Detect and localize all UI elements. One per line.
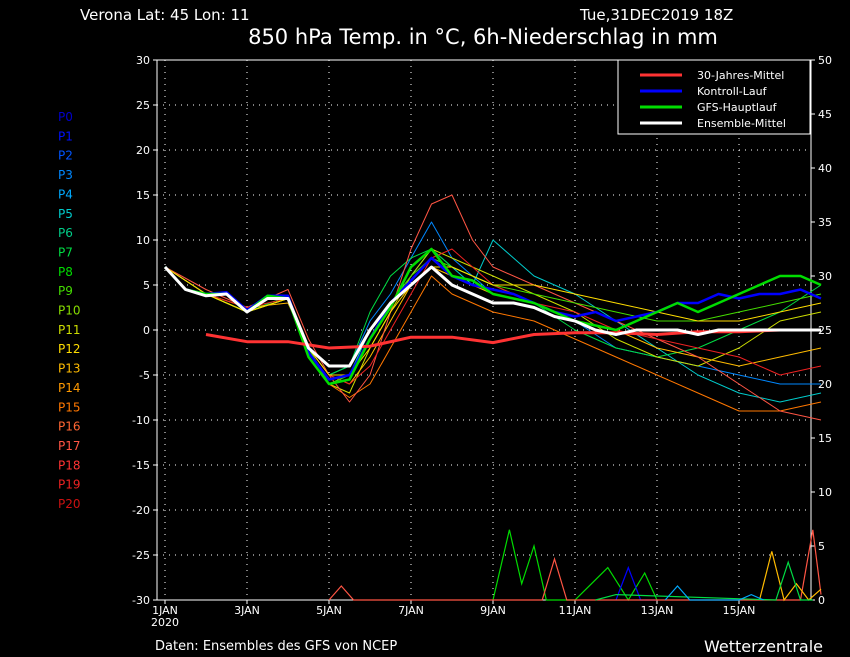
member-label: P3 — [58, 168, 73, 182]
chart-title: 850 hPa Temp. in °C, 6h-Niederschlag in … — [248, 25, 718, 49]
y-right-tick-label: 10 — [818, 486, 832, 499]
x-tick-label: 3JAN — [234, 604, 260, 617]
location-label: Verona Lat: 45 Lon: 11 — [80, 6, 250, 24]
series-line-gfs-hauptlauf — [164, 247, 822, 386]
y-right-tick-label: 50 — [818, 54, 832, 67]
run-label: Tue,31DEC2019 18Z — [579, 6, 733, 24]
member-label: P11 — [58, 323, 81, 337]
x-tick-label: 5JAN — [316, 604, 342, 617]
member-label: P17 — [58, 439, 81, 453]
legend-label: 30-Jahres-Mittel — [697, 69, 784, 82]
x-tick-label: 15JAN — [723, 604, 756, 617]
legend: 30-Jahres-Mittel Kontroll-Lauf GFS-Hauptla… — [617, 59, 811, 135]
y-right-tick-label: 35 — [818, 216, 832, 229]
member-label: P19 — [58, 478, 81, 492]
member-label: P10 — [58, 304, 81, 318]
y-left-tick-label: 20 — [136, 144, 150, 157]
legend-label: GFS-Hauptlauf — [697, 101, 778, 114]
y-left-tick-label: 30 — [136, 54, 150, 67]
y-left-tick-label: 5 — [143, 279, 150, 292]
y-left-tick-label: -20 — [132, 504, 150, 517]
plot-area — [163, 194, 822, 421]
source-label: Daten: Ensembles des GFS von NCEP — [155, 639, 397, 654]
y-left-tick-label: -10 — [132, 414, 150, 427]
member-label: P7 — [58, 245, 73, 259]
member-label: P15 — [58, 400, 81, 414]
y-left-tick-label: -30 — [132, 594, 150, 607]
y-left-tick-label: 10 — [136, 234, 150, 247]
member-label: P5 — [58, 207, 73, 221]
y-left-tick-label: -15 — [132, 459, 150, 472]
member-label: P4 — [58, 187, 73, 201]
y-right-tick-label: 5 — [818, 540, 825, 553]
series-line-p17 — [164, 194, 822, 421]
y-left-tick-label: 25 — [136, 99, 150, 112]
member-label: P8 — [58, 265, 73, 279]
ensemble-member-list: P0 P1 P2 P3 P4 P5 P6 P7 P8 P9 P10 P11 P12 P13 P14 P15 P1… — [58, 110, 81, 511]
member-label: P14 — [58, 381, 81, 395]
y-left-tick-label: -25 — [132, 549, 150, 562]
member-label: P6 — [58, 226, 73, 240]
x-year-label: 2020 — [151, 616, 179, 629]
legend-label: Kontroll-Lauf — [697, 85, 768, 98]
y-right-tick-label: 25 — [818, 324, 832, 337]
brand-label: Wetterzentrale — [704, 637, 823, 656]
member-label: P9 — [58, 284, 73, 298]
x-tick-label: 13JAN — [641, 604, 674, 617]
precipitation-series — [328, 529, 822, 602]
y-left-tick-label: -5 — [139, 369, 150, 382]
series-line-ensemble-mittel — [163, 265, 821, 368]
x-tick-label: 9JAN — [480, 604, 506, 617]
y-right-tick-label: 15 — [818, 432, 832, 445]
member-label: P16 — [58, 420, 81, 434]
x-tick-label: 11JAN — [559, 604, 592, 617]
y-right-tick-label: 20 — [818, 378, 832, 391]
y-right-tick-label: 0 — [818, 594, 825, 607]
y-axis-left: 30 25 20 15 10 5 0 -5 -10 -15 -20 -25 -30 — [132, 54, 157, 607]
member-label: P1 — [58, 129, 73, 143]
precip-line-p7 — [595, 560, 813, 601]
member-label: P18 — [58, 458, 81, 472]
member-label: P12 — [58, 342, 81, 356]
x-tick-label: 1JAN — [152, 604, 178, 617]
y-left-tick-label: 0 — [143, 324, 150, 337]
member-label: P2 — [58, 149, 73, 163]
y-right-tick-label: 30 — [818, 270, 832, 283]
precip-line-p17 — [328, 529, 822, 601]
legend-label: Ensemble-Mittel — [697, 117, 786, 130]
x-tick-label: 7JAN — [398, 604, 424, 617]
member-label: P20 — [58, 497, 81, 511]
y-right-tick-label: 40 — [818, 162, 832, 175]
grid — [157, 60, 811, 600]
precip-line-p13 — [758, 551, 822, 602]
member-label: P0 — [58, 110, 73, 124]
x-axis: 1JAN 3JAN 5JAN 7JAN 9JAN 11JAN 13JAN 15JAN 2020 — [151, 600, 755, 629]
y-left-tick-label: 15 — [136, 189, 150, 202]
y-right-tick-label: 45 — [818, 108, 832, 121]
member-label: P13 — [58, 362, 81, 376]
precip-line-p4 — [664, 585, 764, 601]
